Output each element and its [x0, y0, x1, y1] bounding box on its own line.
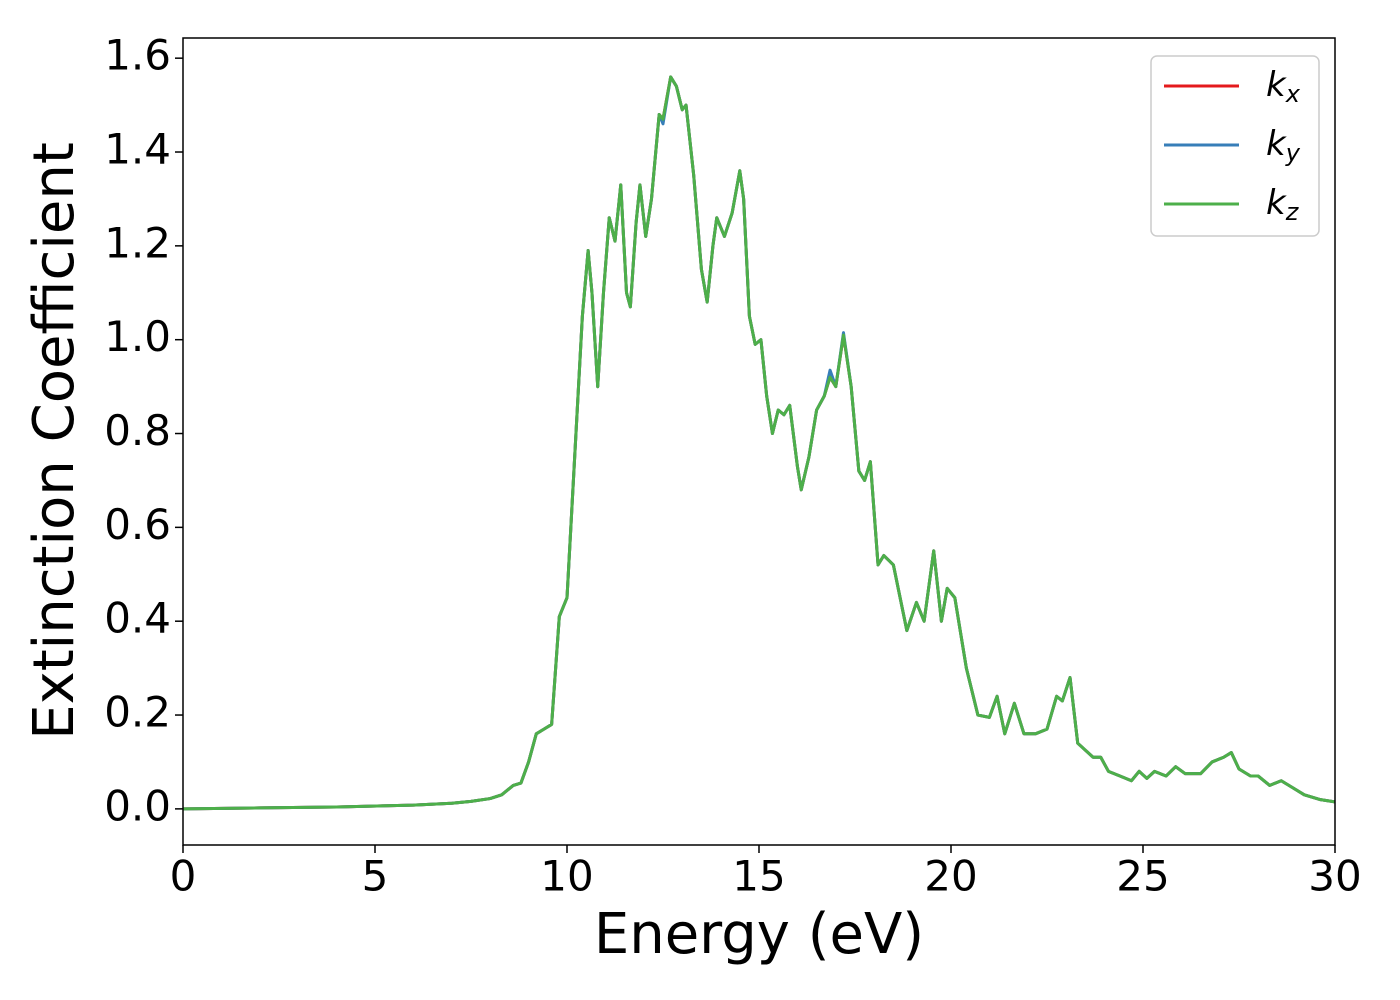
x-tick-label: 0: [170, 852, 197, 901]
y-tick-label: 1.4: [104, 125, 171, 174]
y-tick-label: 0.0: [104, 781, 171, 830]
y-tick-label: 0.4: [104, 594, 171, 643]
line-series: [183, 75, 1335, 811]
x-tick-label: 5: [362, 852, 389, 901]
y-tick-label: 1.2: [104, 218, 171, 267]
legend-label: ky: [1266, 124, 1301, 168]
plot-frame: [182, 37, 1336, 846]
legend-label: kz: [1266, 183, 1300, 227]
y-tick-label: 0.6: [104, 500, 171, 549]
legend-label: kx: [1266, 65, 1301, 109]
y-tick-label: 1.6: [104, 31, 171, 80]
x-tick-label: 15: [732, 852, 785, 901]
x-axis-label: Energy (eV): [594, 902, 924, 967]
x-tick-label: 30: [1308, 852, 1361, 901]
y-tick-label: 1.0: [104, 312, 171, 361]
x-tick-label: 25: [1116, 852, 1169, 901]
y-tick-label: 0.8: [104, 406, 171, 455]
y-tick-label: 0.2: [104, 688, 171, 737]
x-tick-label: 20: [924, 852, 977, 901]
y-axis-label: Extinction Coefficient: [22, 142, 87, 740]
x-tick-label: 10: [540, 852, 593, 901]
